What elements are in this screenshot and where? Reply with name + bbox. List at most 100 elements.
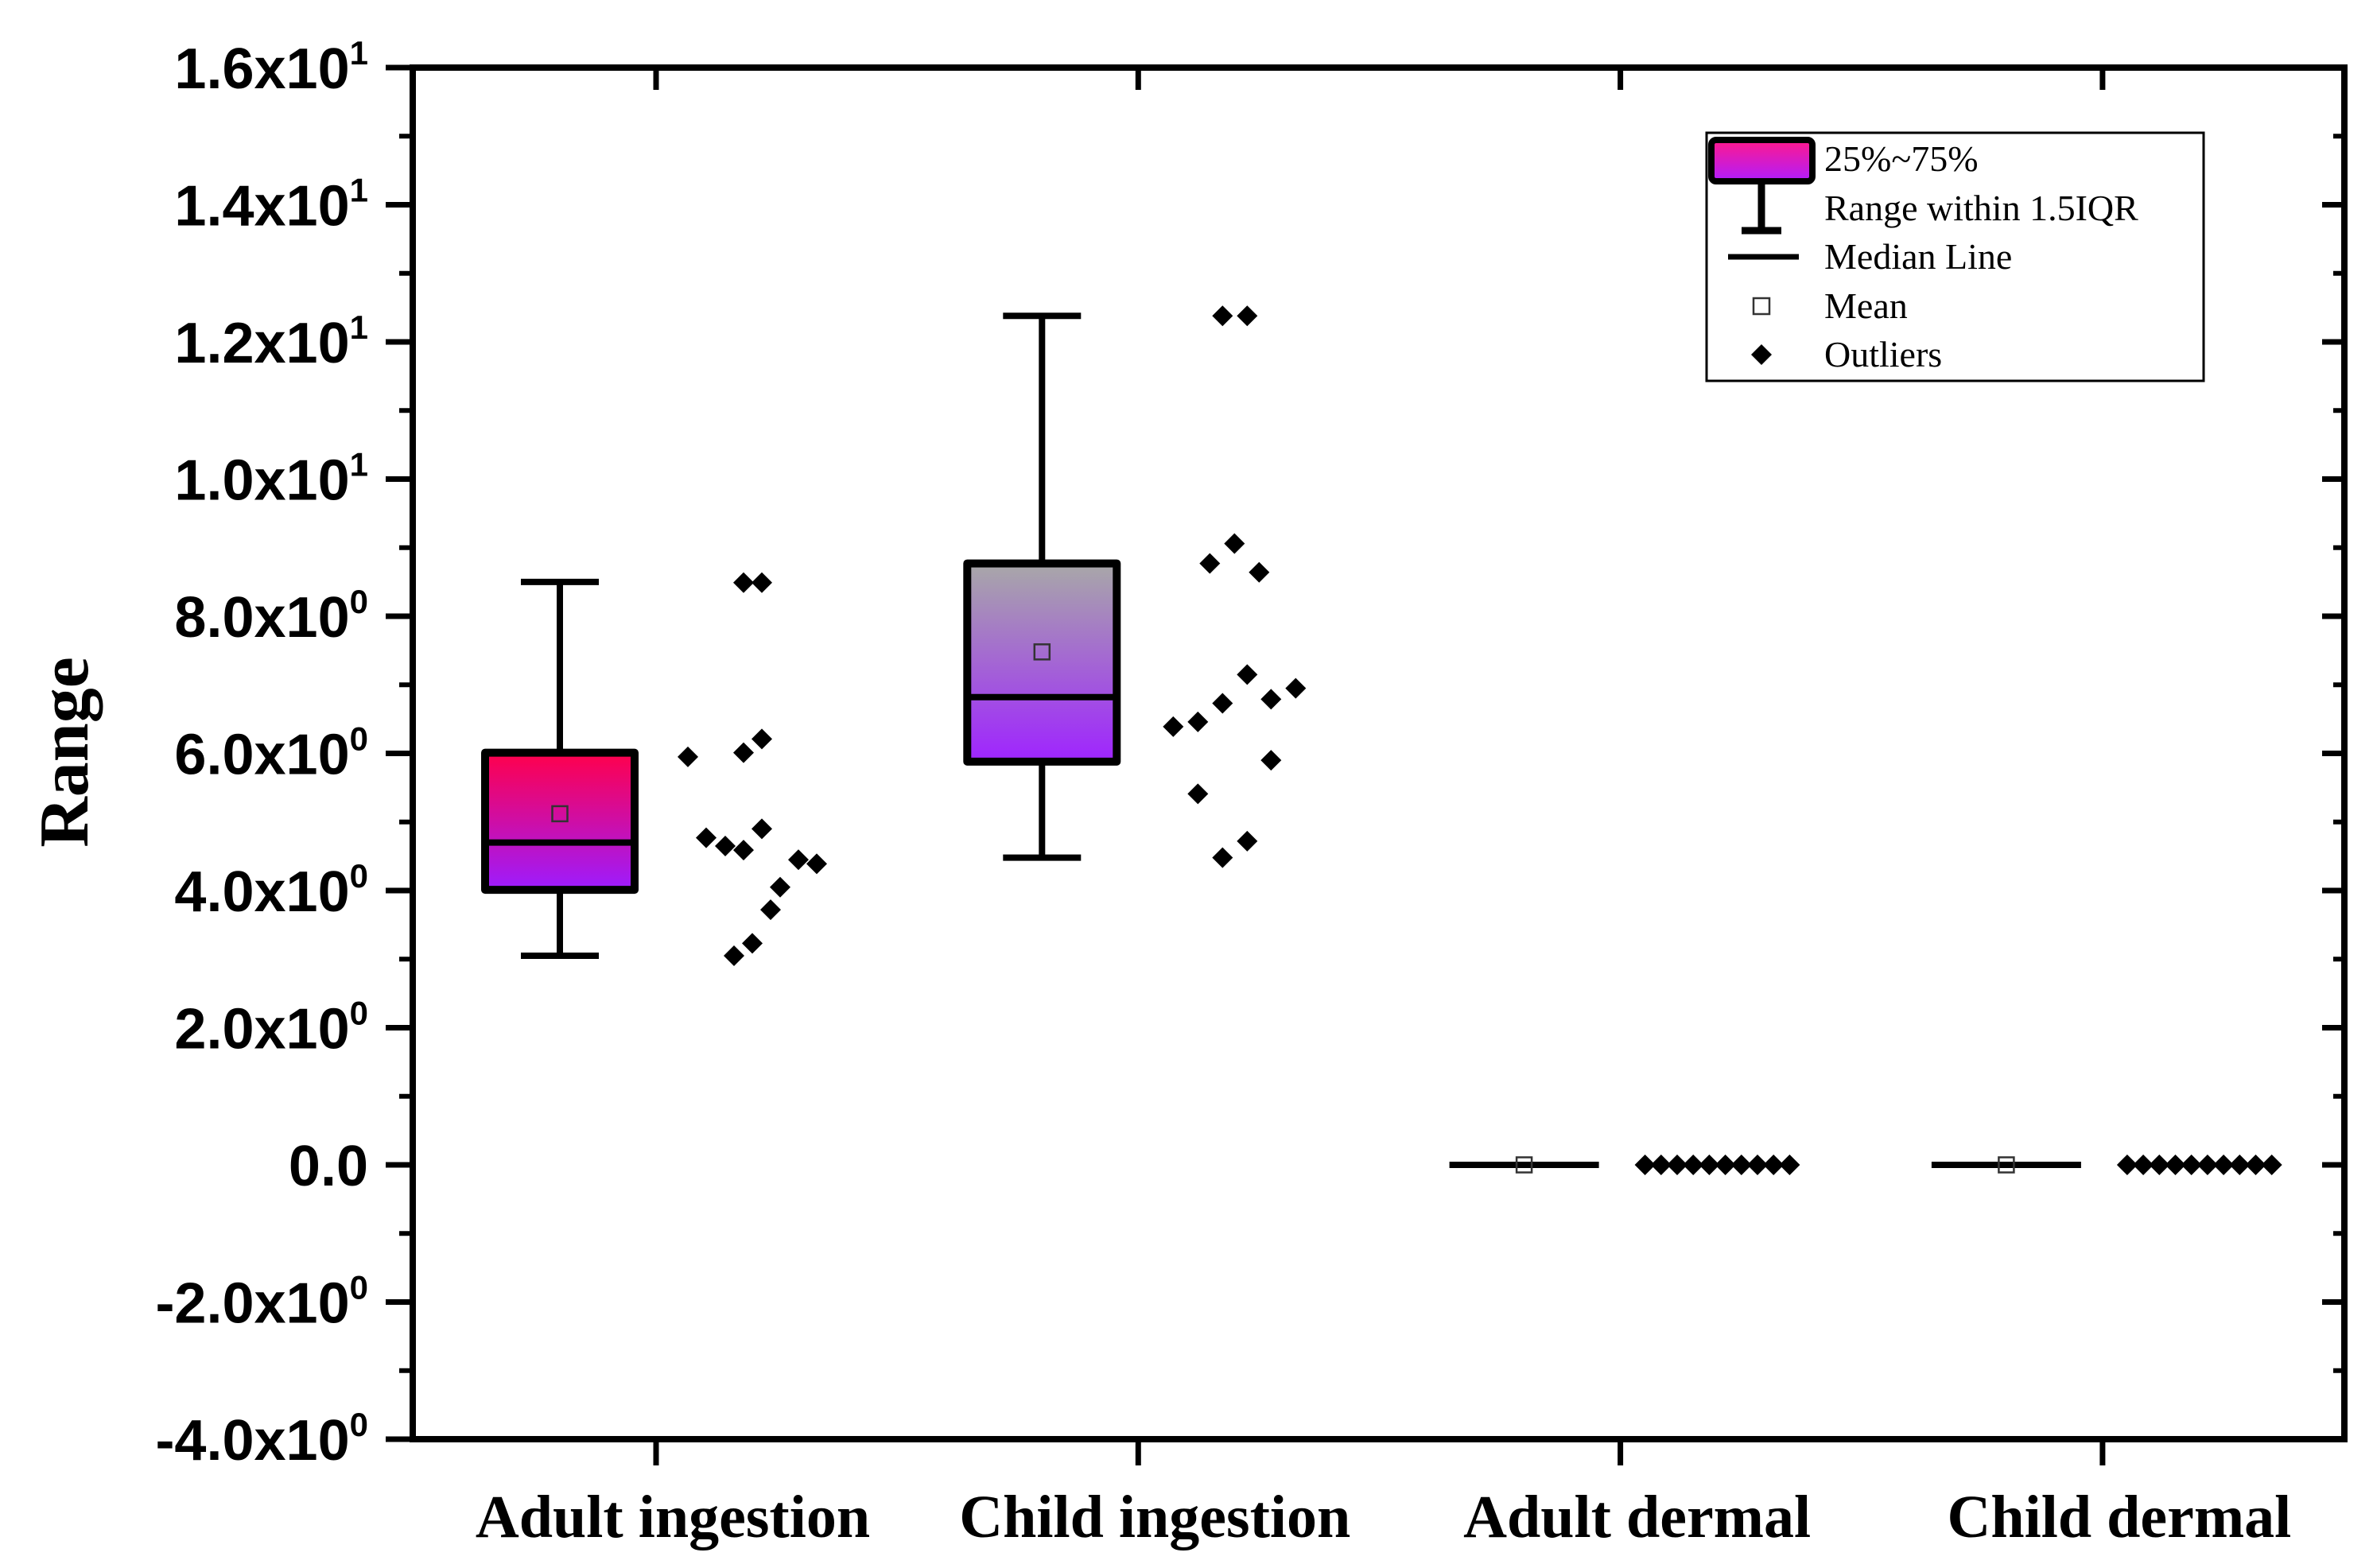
y-tick-mantissa: 6.0x10 <box>174 724 349 787</box>
adult-ingestion-data-point <box>752 572 772 593</box>
y-tick-exponent: 1 <box>350 309 368 346</box>
child-ingestion-data-point <box>1163 716 1184 737</box>
plot-marks: 1.6x1011.4x1011.2x1011.0x1018.0x1006.0x1… <box>155 34 2344 1551</box>
child-dermal-mean-marker <box>1998 1156 2015 1174</box>
adult-dermal-data-point <box>1650 1155 1672 1175</box>
legend-label-median: Median Line <box>1824 236 2012 277</box>
legend: 25%~75% Range within 1.5IQR Median Line … <box>1705 131 2205 382</box>
child-dermal-data-point <box>2213 1155 2235 1175</box>
y-tick-label: 6.0x100 <box>174 720 368 787</box>
y-tick-exponent: 1 <box>350 446 368 483</box>
child-ingestion-data-point <box>1260 750 1282 771</box>
adult-ingestion-data-point <box>806 853 827 875</box>
adult-dermal-data-point <box>1747 1155 1768 1175</box>
adult-ingestion-data-point <box>788 849 809 871</box>
child-dermal-data-point <box>2261 1155 2282 1175</box>
y-tick-label: -2.0x100 <box>155 1269 368 1336</box>
y-tick-exponent: 0 <box>350 1269 368 1306</box>
child-ingestion-box <box>963 559 1121 766</box>
y-tick-mantissa: 8.0x10 <box>174 586 349 650</box>
y-tick-exponent: 1 <box>350 34 368 72</box>
adult-ingestion-data-point <box>752 728 772 750</box>
adult-ingestion-data-point <box>733 742 754 763</box>
adult-dermal-data-point <box>1779 1155 1800 1175</box>
y-axis-label: Range <box>26 657 103 848</box>
y-tick-label: 1.6x101 <box>174 34 368 101</box>
adult-dermal-data-point <box>1763 1155 1785 1175</box>
legend-label-mean: Mean <box>1824 285 1908 326</box>
adult-ingestion-data-point <box>752 818 772 840</box>
y-tick-exponent: 0 <box>350 720 368 758</box>
adult-ingestion-data-point <box>715 835 736 856</box>
y-tick-mantissa: 1.4x10 <box>174 175 349 239</box>
adult-ingestion-data-point <box>770 876 790 898</box>
adult-dermal-data-point <box>1730 1155 1752 1175</box>
child-ingestion-data-point <box>1260 689 1282 710</box>
legend-mean-icon <box>1752 297 1771 316</box>
adult-ingestion-data-point <box>742 933 763 954</box>
child-dermal-data-point <box>2181 1155 2202 1175</box>
child-ingestion-data-point <box>1212 693 1233 714</box>
child-ingestion-data-point <box>1224 533 1245 554</box>
y-tick-label: 8.0x100 <box>174 583 368 650</box>
y-tick-exponent: 0 <box>350 995 368 1032</box>
child-ingestion-data-point <box>1285 677 1307 699</box>
child-dermal-data-point <box>2245 1155 2266 1175</box>
y-tick-exponent: 0 <box>350 1406 368 1443</box>
plot-frame <box>410 64 2348 1442</box>
adult-ingestion-data-point <box>733 572 754 593</box>
child-ingestion-data-point <box>1212 847 1233 868</box>
y-tick-mantissa: -4.0x10 <box>155 1409 349 1473</box>
child-dermal-data-point <box>2196 1155 2218 1175</box>
child-ingestion-data-point <box>1249 561 1270 583</box>
y-tick-label: -4.0x100 <box>155 1406 368 1473</box>
child-ingestion-data-point <box>1187 711 1209 732</box>
adult-ingestion-data-point <box>696 827 717 848</box>
adult-dermal-data-point <box>1699 1155 1720 1175</box>
legend-box-swatch-icon <box>1708 137 1816 184</box>
y-tick-exponent: 1 <box>350 172 368 209</box>
child-ingestion-data-point <box>1237 664 1258 685</box>
y-tick-exponent: 0 <box>350 583 368 620</box>
adult-ingestion-data-point <box>760 899 781 921</box>
child-dermal-data-point <box>2229 1155 2251 1175</box>
child-ingestion-data-point <box>1237 830 1258 852</box>
y-tick-mantissa: 1.2x10 <box>174 312 349 375</box>
y-tick-label: 1.4x101 <box>174 172 368 239</box>
legend-label-whisker: Range within 1.5IQR <box>1824 188 2138 228</box>
y-tick-label: 4.0x100 <box>174 857 368 924</box>
child-dermal-data-point <box>2133 1155 2154 1175</box>
x-category-label: Adult ingestion <box>476 1484 870 1551</box>
y-tick-exponent: 0 <box>350 857 368 895</box>
y-tick-mantissa: 1.0x10 <box>174 449 349 513</box>
child-ingestion-data-point <box>1199 553 1221 574</box>
adult-dermal-data-point <box>1667 1155 1688 1175</box>
x-category-label: Adult dermal <box>1463 1484 1811 1551</box>
y-tick-mantissa: -2.0x10 <box>155 1272 349 1336</box>
legend-label-outliers: Outliers <box>1824 334 1942 375</box>
y-tick-label: 1.0x101 <box>174 446 368 513</box>
y-tick-mantissa: 4.0x10 <box>174 860 349 924</box>
legend-label-box: 25%~75% <box>1824 138 1979 179</box>
child-ingestion-mean-marker <box>1033 643 1051 661</box>
child-ingestion-data-point <box>1187 783 1209 805</box>
y-tick-label: 2.0x100 <box>174 995 368 1062</box>
adult-dermal-data-point <box>1715 1155 1736 1175</box>
adult-ingestion-mean-marker <box>551 805 569 823</box>
x-category-label: Child dermal <box>1947 1484 2291 1551</box>
y-tick-label: 1.2x101 <box>174 309 368 375</box>
x-category-label: Child ingestion <box>959 1484 1350 1551</box>
adult-ingestion-data-point <box>724 945 744 966</box>
adult-ingestion-data-point <box>678 746 698 767</box>
adult-ingestion-data-point <box>733 840 754 861</box>
child-dermal-data-point <box>2149 1155 2170 1175</box>
child-dermal-data-point <box>2165 1155 2186 1175</box>
child-dermal-data-point <box>2116 1155 2138 1175</box>
y-tick-mantissa: 0.0 <box>289 1135 368 1198</box>
y-tick-mantissa: 1.6x10 <box>174 37 349 101</box>
y-tick-label: 0.0 <box>289 1135 368 1198</box>
child-ingestion-data-point <box>1212 305 1233 327</box>
legend-outlier-icon <box>1751 344 1772 365</box>
child-ingestion-data-point <box>1237 305 1258 327</box>
